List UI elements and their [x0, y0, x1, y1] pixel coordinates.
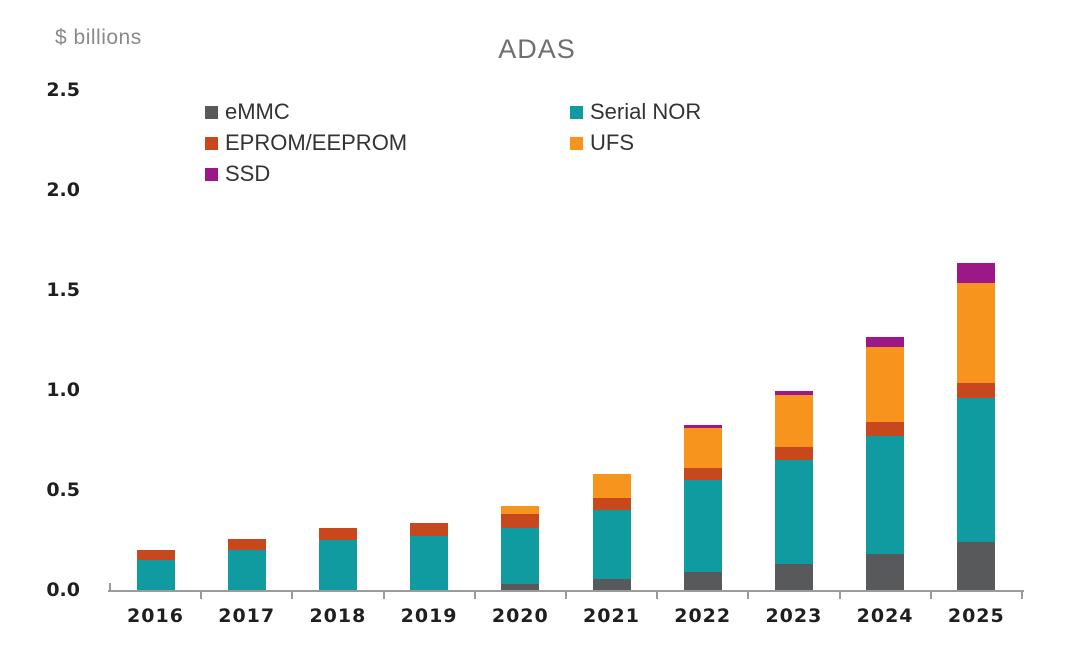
- legend-swatch-icon: [205, 167, 218, 181]
- bar-2016: [136, 550, 175, 590]
- bar-segment-ssd: [957, 263, 996, 283]
- bar-segment-serial-nor: [501, 528, 540, 584]
- bar-segment-eprom-eeprom: [592, 498, 631, 510]
- bar-segment-emmc: [775, 564, 813, 590]
- bar-segment-ssd: [775, 391, 813, 395]
- y-axis-tick-label: 2.0: [46, 179, 80, 201]
- y-axis-tick-label: 0.0: [46, 579, 80, 601]
- x-axis-tick-label: 2021: [583, 605, 640, 627]
- legend-label: SSD: [225, 161, 271, 186]
- y-axis-tick-label: 2.5: [46, 79, 80, 101]
- legend-swatch-icon: [570, 105, 583, 119]
- bar-2023: [775, 391, 813, 590]
- bar-2021: [592, 474, 631, 590]
- x-axis-tick: [200, 592, 203, 599]
- x-axis-tick: [929, 592, 932, 599]
- x-axis-tick: [1021, 592, 1023, 599]
- bar-segment-ufs: [592, 474, 631, 498]
- legend-item-ssd: SSD: [205, 161, 271, 186]
- x-axis-tick: [291, 592, 294, 599]
- bar-segment-emmc: [866, 554, 905, 590]
- bar-segment-serial-nor: [957, 398, 996, 542]
- x-axis-tick-label: 2024: [856, 605, 914, 627]
- legend-label: eMMC: [225, 99, 290, 124]
- bar-segment-ssd: [683, 425, 722, 428]
- chart-title: ADAS: [498, 34, 576, 64]
- bar-segment-eprom-eeprom: [410, 523, 449, 536]
- bar-segment-serial-nor: [866, 436, 905, 554]
- bar-segment-serial-nor: [592, 510, 631, 579]
- bar-segment-serial-nor: [410, 536, 449, 590]
- legend-label: Serial NOR: [590, 99, 702, 124]
- legend-label: EPROM/EEPROM: [225, 130, 408, 155]
- bar-2025: [957, 263, 996, 590]
- bar-2018: [319, 528, 357, 590]
- legend-item-serial-nor: Serial NOR: [570, 99, 702, 124]
- x-axis-line: [108, 590, 1024, 592]
- x-axis-tick-label: 2020: [491, 605, 549, 627]
- x-axis-tick-label: 2023: [765, 605, 823, 627]
- bar-segment-eprom-eeprom: [957, 383, 996, 398]
- bar-segment-emmc: [683, 572, 722, 590]
- bar-2019: [410, 523, 449, 590]
- x-axis-tick: [565, 592, 567, 599]
- bar-segment-serial-nor: [775, 460, 813, 564]
- x-axis-tick: [838, 592, 841, 599]
- bar-segment-ufs: [866, 347, 905, 422]
- x-axis-tick-label: 2022: [674, 605, 732, 627]
- x-axis-tick-label: 2019: [400, 605, 458, 627]
- x-axis-tick: [109, 583, 111, 590]
- legend-item-eprom-eeprom: EPROM/EEPROM: [205, 130, 408, 155]
- legend-swatch-icon: [570, 136, 583, 150]
- y-axis-unit-label: $ billions: [55, 26, 142, 49]
- y-axis-tick-label: 1.5: [46, 279, 80, 301]
- bar-2017: [227, 539, 266, 590]
- legend-item-ufs: UFS: [570, 130, 634, 155]
- bar-segment-eprom-eeprom: [227, 539, 266, 550]
- x-axis-tick: [382, 592, 385, 599]
- bar-segment-eprom-eeprom: [136, 550, 175, 560]
- legend-label: UFS: [590, 130, 634, 155]
- bar-segment-emmc: [592, 579, 631, 590]
- bar-segment-emmc: [957, 542, 996, 590]
- bar-segment-ufs: [775, 395, 813, 447]
- bar-2022: [683, 425, 722, 590]
- x-axis-tick-label: 2016: [127, 605, 184, 627]
- y-axis-tick-label: 0.5: [46, 479, 80, 501]
- bar-segment-ufs: [683, 428, 722, 468]
- legend-swatch-icon: [205, 136, 218, 150]
- bar-segment-eprom-eeprom: [501, 514, 540, 528]
- x-axis-tick-label: 2018: [309, 605, 367, 627]
- bar-2024: [866, 337, 905, 590]
- legend-item-emmc: eMMC: [205, 99, 290, 124]
- x-axis-tick: [747, 592, 750, 599]
- bar-segment-eprom-eeprom: [866, 422, 905, 436]
- bar-segment-ssd: [866, 337, 905, 347]
- bar-segment-serial-nor: [683, 480, 722, 572]
- bar-segment-serial-nor: [227, 550, 266, 590]
- y-axis-tick-label: 1.0: [46, 379, 80, 401]
- bar-segment-eprom-eeprom: [775, 447, 813, 460]
- bar-segment-ufs: [501, 506, 540, 514]
- bar-segment-eprom-eeprom: [683, 468, 722, 480]
- bar-2020: [501, 506, 540, 590]
- bar-segment-serial-nor: [319, 540, 357, 590]
- x-axis-tick: [656, 592, 659, 599]
- x-axis-tick-label: 2025: [947, 605, 1005, 627]
- bar-segment-serial-nor: [136, 560, 175, 590]
- legend-swatch-icon: [205, 105, 218, 119]
- bar-segment-emmc: [501, 584, 540, 590]
- bar-segment-eprom-eeprom: [319, 528, 357, 540]
- bar-segment-ufs: [957, 283, 996, 383]
- x-axis-tick-label: 2017: [218, 605, 276, 627]
- x-axis-tick: [473, 592, 476, 599]
